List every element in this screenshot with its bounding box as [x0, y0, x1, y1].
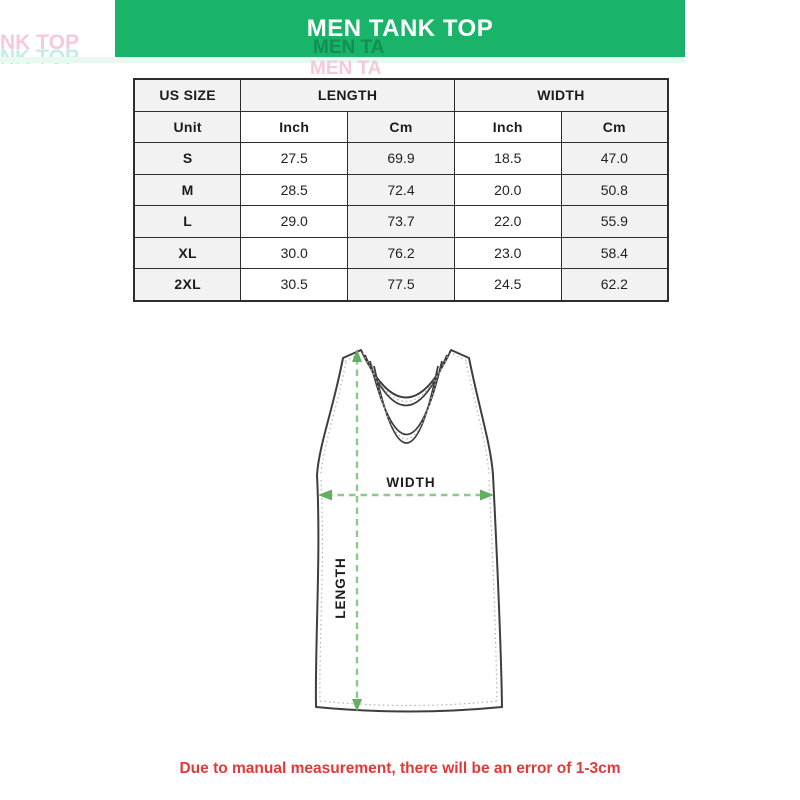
size-cell: 2XL — [133, 268, 242, 301]
value-cell: 23.0 — [453, 236, 562, 269]
value-cell: 20.0 — [453, 173, 562, 206]
table-row: XL 30.0 76.2 23.0 58.4 — [133, 236, 669, 269]
width-arrow-left-head — [318, 489, 332, 501]
width-arrow-right-head — [480, 489, 494, 501]
unit-cell-width-cm: Cm — [560, 110, 669, 143]
value-cell: 47.0 — [560, 142, 669, 175]
value-cell: 30.5 — [240, 268, 349, 301]
value-cell: 69.9 — [347, 142, 455, 175]
title-banner: MEN TANK TOP — [115, 0, 685, 57]
value-cell: 58.4 — [560, 236, 669, 269]
unit-cell-width-inch: Inch — [453, 110, 562, 143]
size-cell: L — [133, 205, 242, 238]
unit-cell-length-cm: Cm — [347, 110, 455, 143]
table-header-row: US SIZE LENGTH WIDTH — [133, 78, 669, 112]
size-chart-table: US SIZE LENGTH WIDTH Unit Inch Cm Inch C… — [133, 78, 669, 302]
us-size-header: US SIZE — [133, 78, 242, 112]
unit-cell-length-inch: Inch — [240, 110, 349, 143]
length-arrow-down-head — [352, 699, 362, 712]
value-cell: 28.5 — [240, 173, 349, 206]
page-title: MEN TANK TOP — [306, 14, 494, 42]
value-cell: 24.5 — [453, 268, 562, 301]
length-group-header: LENGTH — [240, 78, 455, 112]
unit-row: Unit Inch Cm Inch Cm — [133, 110, 669, 143]
value-cell: 22.0 — [453, 205, 562, 238]
value-cell: 73.7 — [347, 205, 455, 238]
unit-label: Unit — [133, 110, 242, 143]
value-cell: 30.0 — [240, 236, 349, 269]
value-cell: 29.0 — [240, 205, 349, 238]
value-cell: 50.8 — [560, 173, 669, 206]
table-row: M 28.5 72.4 20.0 50.8 — [133, 173, 669, 206]
tank-outline — [314, 349, 503, 713]
measurement-error-note: Due to manual measurement, there will be… — [179, 760, 621, 777]
value-cell: 77.5 — [347, 268, 455, 301]
value-cell: 55.9 — [560, 205, 669, 238]
ghost-text-artifact: NK TOP — [0, 31, 79, 54]
width-label: WIDTH — [386, 475, 435, 490]
value-cell: 76.2 — [347, 236, 455, 269]
size-cell: S — [133, 142, 242, 175]
width-group-header: WIDTH — [453, 78, 669, 112]
banner-bottom-artifact-strip — [0, 57, 685, 63]
table-row: S 27.5 69.9 18.5 47.0 — [133, 142, 669, 175]
value-cell: 72.4 — [347, 173, 455, 206]
table-row: 2XL 30.5 77.5 24.5 62.2 — [133, 268, 669, 301]
tank-top-diagram: WIDTH LENGTH — [314, 349, 503, 713]
length-arrow-up-head — [352, 349, 362, 362]
value-cell: 62.2 — [560, 268, 669, 301]
size-cell: XL — [133, 236, 242, 269]
value-cell: 27.5 — [240, 142, 349, 175]
length-label: LENGTH — [333, 557, 348, 619]
value-cell: 18.5 — [453, 142, 562, 175]
stitch-lines — [319, 352, 498, 707]
table-row: L 29.0 73.7 22.0 55.9 — [133, 205, 669, 238]
size-cell: M — [133, 173, 242, 206]
